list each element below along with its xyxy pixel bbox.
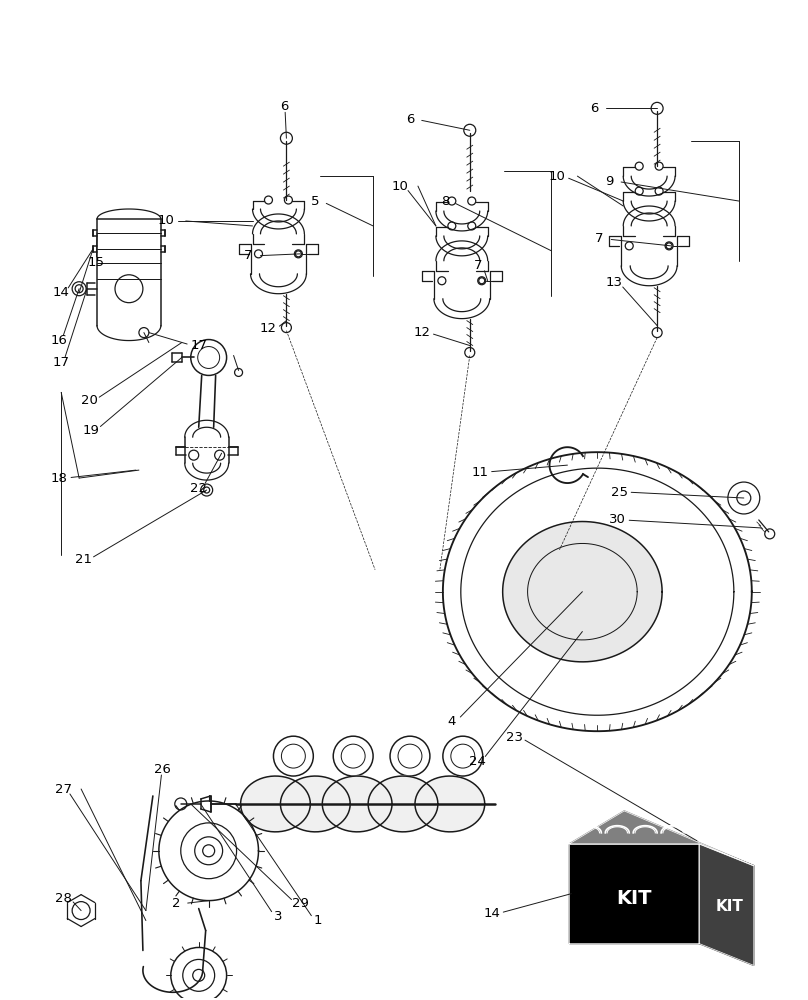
Text: 14: 14 (53, 286, 69, 299)
Text: 6: 6 (406, 113, 415, 126)
Text: 5: 5 (311, 195, 319, 208)
Text: 2: 2 (171, 897, 180, 910)
Text: 12: 12 (414, 326, 431, 339)
Text: 9: 9 (605, 175, 613, 188)
Polygon shape (241, 776, 310, 832)
Text: 17: 17 (190, 339, 207, 352)
Text: 24: 24 (469, 755, 486, 768)
Polygon shape (322, 776, 392, 832)
Text: 18: 18 (51, 472, 68, 485)
Text: 7: 7 (473, 259, 482, 272)
Polygon shape (368, 776, 438, 832)
Polygon shape (570, 844, 699, 943)
Polygon shape (415, 776, 485, 832)
Text: 29: 29 (292, 897, 309, 910)
Text: 10: 10 (549, 170, 566, 183)
Text: 11: 11 (471, 466, 488, 479)
Text: 6: 6 (280, 100, 288, 113)
Polygon shape (280, 776, 350, 832)
Text: 15: 15 (87, 256, 104, 269)
Text: 14: 14 (483, 907, 500, 920)
Text: KIT: KIT (617, 889, 652, 908)
Text: 16: 16 (51, 334, 68, 347)
Text: 20: 20 (81, 394, 98, 407)
Text: 21: 21 (74, 553, 91, 566)
Text: 6: 6 (590, 102, 599, 115)
Text: 26: 26 (154, 763, 171, 776)
Text: 7: 7 (595, 232, 604, 245)
Text: 25: 25 (611, 486, 628, 499)
Text: 13: 13 (606, 276, 623, 289)
Text: 10: 10 (392, 180, 409, 193)
Text: 30: 30 (608, 513, 625, 526)
Text: 1: 1 (314, 914, 322, 927)
Text: 8: 8 (440, 195, 449, 208)
Text: 19: 19 (82, 424, 99, 437)
Polygon shape (570, 811, 754, 866)
Text: KIT: KIT (715, 899, 743, 914)
Text: 23: 23 (506, 731, 523, 744)
Text: 12: 12 (260, 322, 277, 335)
Text: 28: 28 (55, 892, 72, 905)
Text: 27: 27 (55, 783, 72, 796)
Text: 10: 10 (158, 214, 175, 227)
Text: 17: 17 (53, 356, 69, 369)
Text: 3: 3 (274, 910, 283, 923)
Text: 4: 4 (448, 715, 456, 728)
Polygon shape (699, 844, 754, 965)
Polygon shape (503, 522, 662, 662)
Text: 7: 7 (244, 249, 253, 262)
Text: 22: 22 (190, 482, 207, 495)
